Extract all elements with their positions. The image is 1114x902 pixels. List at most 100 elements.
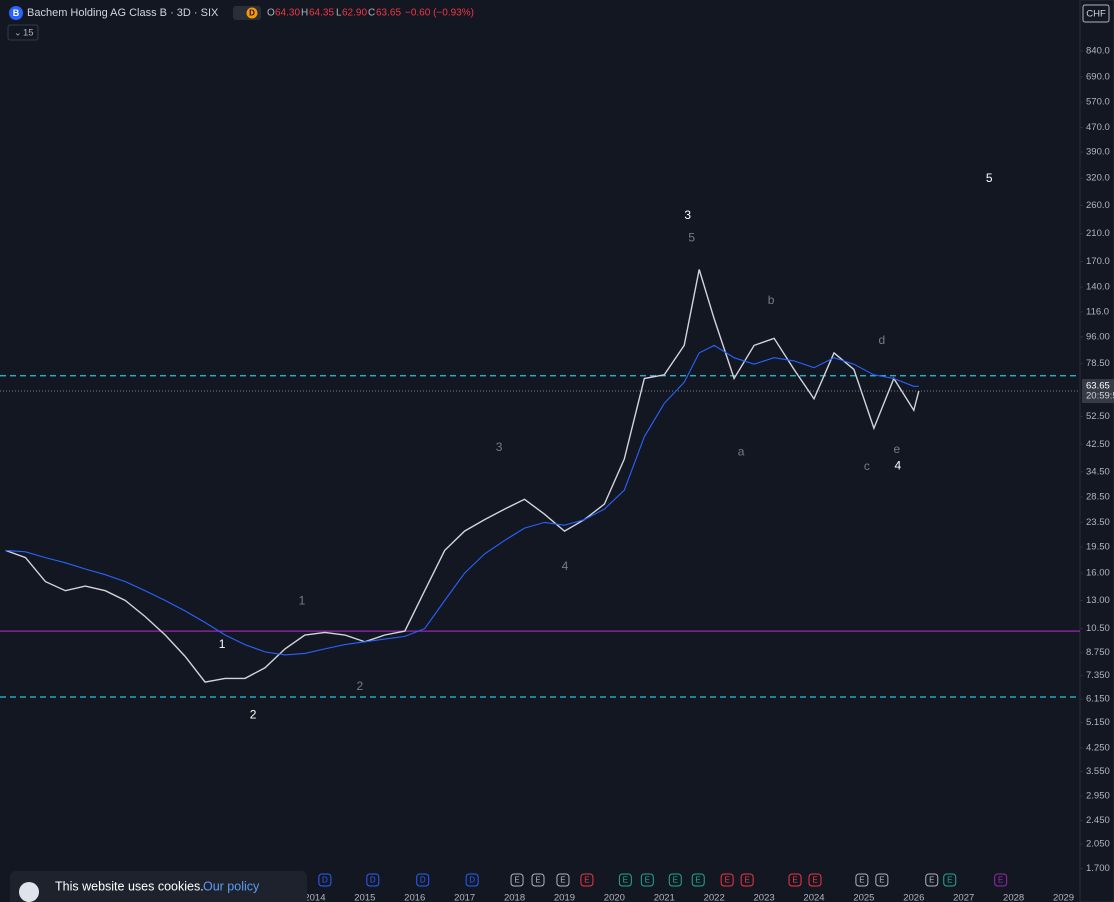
y-tick-label: 2.450 <box>1086 815 1110 826</box>
y-tick-label: 8.750 <box>1086 647 1110 658</box>
event-box <box>740 873 754 887</box>
y-tick-label: 4.250 <box>1086 742 1110 753</box>
cookie-box <box>10 871 307 902</box>
high-value: 64.35 <box>309 8 334 19</box>
event-marker[interactable]: E <box>668 873 682 887</box>
event-marker[interactable]: E <box>855 873 869 887</box>
x-tick-label: 2014 <box>304 893 325 902</box>
event-marker[interactable]: E <box>691 873 705 887</box>
wave-label: a <box>738 444 745 458</box>
event-label: E <box>724 876 729 885</box>
event-marker[interactable]: E <box>580 873 594 887</box>
event-label: E <box>812 876 817 885</box>
event-box <box>465 873 479 887</box>
event-label: D <box>370 876 376 885</box>
cookie-link[interactable]: Our policy <box>203 879 260 893</box>
price-tag-box <box>1082 379 1114 404</box>
y-tick-label: 260.0 <box>1086 200 1110 211</box>
wave-label: 2 <box>250 708 257 722</box>
x-tick-label: 2029 <box>1053 893 1074 902</box>
event-label: D <box>420 876 426 885</box>
wave-label: 1 <box>219 637 226 651</box>
low-label: L <box>336 8 342 19</box>
header: B Bachem Holding AG Class B · 3D · SIX D… <box>7 4 1110 41</box>
series-line <box>5 344 919 656</box>
event-marker[interactable]: E <box>808 873 822 887</box>
high-label: H <box>301 8 308 19</box>
event-box <box>556 873 570 887</box>
event-box <box>510 873 524 887</box>
wave-label: e <box>893 442 900 456</box>
event-label: E <box>696 876 701 885</box>
event-marker[interactable]: E <box>943 873 957 887</box>
x-tick-label: 2015 <box>354 893 375 902</box>
event-marker[interactable]: D <box>366 873 380 887</box>
x-tick-label: 2023 <box>754 893 775 902</box>
y-tick-label: 10.50 <box>1086 623 1110 634</box>
event-box <box>416 873 430 887</box>
x-tick-label: 2022 <box>704 893 725 902</box>
wave-label: d <box>879 333 886 347</box>
wave-label: 3 <box>496 440 503 454</box>
wave-label: 1 <box>299 594 306 608</box>
event-box <box>875 873 889 887</box>
currency-box[interactable] <box>1082 4 1110 23</box>
indicator-box[interactable] <box>7 24 39 41</box>
event-box <box>925 873 939 887</box>
y-tick-label: 42.50 <box>1086 439 1110 450</box>
event-box <box>943 873 957 887</box>
x-tick-label: 2025 <box>853 893 874 902</box>
y-tick-label: 34.50 <box>1086 466 1110 477</box>
event-marker[interactable]: E <box>618 873 632 887</box>
event-marker[interactable]: E <box>720 873 734 887</box>
event-marker[interactable]: E <box>925 873 939 887</box>
event-marker[interactable]: E <box>510 873 524 887</box>
event-label: D <box>469 876 475 885</box>
y-tick-label: 96.00 <box>1086 331 1110 342</box>
wave-label: 4 <box>562 559 569 573</box>
cookie-text: This website uses cookies. <box>55 879 204 893</box>
event-label: E <box>879 876 884 885</box>
event-marker[interactable]: E <box>556 873 570 887</box>
y-tick-label: 470.0 <box>1086 122 1110 133</box>
event-label: E <box>947 876 952 885</box>
event-label: E <box>514 876 519 885</box>
symbol-title[interactable]: Bachem Holding AG Class B · 3D · SIX <box>27 7 219 19</box>
y-tick-label: 170.0 <box>1086 256 1110 267</box>
event-label: E <box>792 876 797 885</box>
event-marker[interactable]: E <box>531 873 545 887</box>
close-label: C <box>368 8 375 19</box>
event-box <box>366 873 380 887</box>
badge-dot <box>246 7 258 19</box>
event-label: E <box>998 876 1003 885</box>
event-marker[interactable]: E <box>640 873 654 887</box>
low-value: 62.90 <box>342 8 367 19</box>
x-tick-label: 2028 <box>1003 893 1024 902</box>
wave-label: 4 <box>894 458 901 472</box>
event-label: E <box>623 876 628 885</box>
event-label: E <box>560 876 565 885</box>
event-marker[interactable]: E <box>875 873 889 887</box>
wave-label: 3 <box>684 208 691 222</box>
open-label: O <box>267 8 275 19</box>
y-tick-label: 19.50 <box>1086 542 1110 553</box>
event-box <box>580 873 594 887</box>
event-marker[interactable]: E <box>994 873 1008 887</box>
cookie-icon <box>19 882 39 902</box>
y-tick-label: 5.150 <box>1086 717 1110 728</box>
event-marker[interactable]: D <box>465 873 479 887</box>
y-tick-label: 390.0 <box>1086 147 1110 158</box>
wave-label: c <box>864 459 870 473</box>
event-label: E <box>584 876 589 885</box>
event-label: E <box>673 876 678 885</box>
y-tick-label: 6.150 <box>1086 694 1110 705</box>
event-marker[interactable]: E <box>788 873 802 887</box>
event-marker[interactable]: D <box>416 873 430 887</box>
logo <box>9 6 23 20</box>
change-value: −0.60 (−0.93%) <box>405 8 474 19</box>
event-marker[interactable]: D <box>318 873 332 887</box>
event-marker[interactable]: E <box>740 873 754 887</box>
price-axis <box>1079 0 1114 902</box>
x-tick-label: 2019 <box>554 893 575 902</box>
